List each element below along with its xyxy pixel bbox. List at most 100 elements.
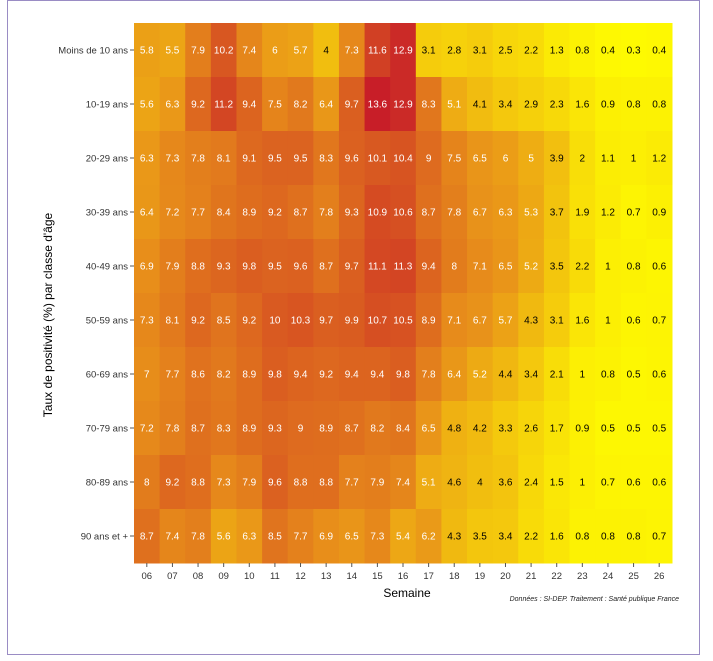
heatmap-cell <box>210 131 237 186</box>
heatmap-cell <box>236 239 263 294</box>
cell-value-label: 7.9 <box>370 478 384 489</box>
heatmap-cell <box>595 455 622 510</box>
heatmap-cell <box>210 347 237 402</box>
cell-value-label: 8.3 <box>217 424 231 435</box>
cell-value-label: 8.9 <box>242 424 256 435</box>
heatmap-cell <box>364 293 391 348</box>
heatmap-cell <box>313 131 340 186</box>
cell-value-label: 3.4 <box>499 532 513 543</box>
cell-value-label: 7.3 <box>217 478 231 489</box>
heatmap-cell <box>441 455 468 510</box>
cell-value-label: 5.4 <box>396 532 410 543</box>
heatmap-cell <box>595 347 622 402</box>
heatmap-cell <box>620 77 647 132</box>
heatmap-cell <box>543 293 571 348</box>
heatmap-cell <box>467 131 494 186</box>
cell-value-label: 6.4 <box>447 370 461 381</box>
cell-value-label: 0.3 <box>627 46 641 57</box>
cell-value-label: 7.7 <box>191 208 205 219</box>
heatmap-cell <box>390 455 417 510</box>
x-tick-label: 08 <box>193 571 204 582</box>
cell-value-label: 8.2 <box>294 100 308 111</box>
heatmap-cell <box>185 185 212 240</box>
heatmap-cells <box>134 23 673 564</box>
heatmap-cell <box>492 347 519 402</box>
heatmap-cell <box>262 509 289 564</box>
heatmap-cell <box>595 239 622 294</box>
cell-value-label: 8.9 <box>319 424 333 435</box>
cell-value-label: 7.5 <box>268 100 282 111</box>
cell-value-label: 4.4 <box>499 370 513 381</box>
heatmap-cell <box>543 509 571 564</box>
heatmap-cell <box>159 293 186 348</box>
heatmap-cell <box>620 401 647 456</box>
heatmap-cell <box>569 347 596 402</box>
cell-value-label: 7.4 <box>396 478 410 489</box>
x-tick-label: 17 <box>423 571 434 582</box>
cell-value-label: 9.4 <box>422 262 436 273</box>
cell-value-label: 7.8 <box>165 424 179 435</box>
cell-value-label: 9.4 <box>370 370 384 381</box>
y-tick-label: 70-79 ans <box>86 424 129 435</box>
heatmap-cell <box>364 239 391 294</box>
y-tick-label: 80-89 ans <box>86 478 129 489</box>
cell-value-label: 8.2 <box>217 370 231 381</box>
heatmap-cell <box>185 23 212 78</box>
heatmap-cell <box>262 401 289 456</box>
heatmap-cell <box>287 293 314 348</box>
heatmap-cell <box>390 77 417 132</box>
heatmap-cell <box>441 131 468 186</box>
cell-value-label: 5.7 <box>499 316 513 327</box>
cell-value-label: 3.6 <box>499 478 513 489</box>
cell-value-label: 7.1 <box>447 316 461 327</box>
cell-value-label: 8.1 <box>217 154 231 165</box>
cell-value-label: 0.5 <box>627 424 641 435</box>
source-note: Données : SI-DEP. Traitement : Santé pub… <box>509 596 679 603</box>
x-tick-label: 15 <box>372 571 383 582</box>
heatmap-cell <box>595 131 622 186</box>
heatmap-cell <box>543 239 571 294</box>
heatmap-cell <box>646 23 673 78</box>
heatmap-cell <box>646 293 673 348</box>
cell-value-label: 8.3 <box>319 154 333 165</box>
heatmap-cell <box>364 131 391 186</box>
heatmap-cell <box>543 131 571 186</box>
cell-value-label: 8.5 <box>268 532 282 543</box>
cell-value-label: 7 <box>144 370 150 381</box>
cell-value-label: 9 <box>426 154 432 165</box>
cell-value-label: 4.2 <box>473 424 487 435</box>
cell-value-label: 13.6 <box>368 100 388 111</box>
cell-value-label: 7.8 <box>191 154 205 165</box>
heatmap-cell <box>313 77 340 132</box>
heatmap-cell <box>134 401 161 456</box>
cell-value-label: 9.6 <box>294 262 308 273</box>
cell-value-label: 9.4 <box>242 100 256 111</box>
cell-value-label: 8.3 <box>422 100 436 111</box>
heatmap-cell <box>236 23 263 78</box>
cell-value-label: 9.6 <box>268 478 282 489</box>
cell-value-label: 2.2 <box>524 46 538 57</box>
heatmap-cell <box>338 455 366 510</box>
heatmap-cell <box>518 293 545 348</box>
cell-value-label: 6.5 <box>499 262 513 273</box>
heatmap-cell <box>364 347 391 402</box>
heatmap-cell <box>236 131 263 186</box>
cell-value-label: 3.5 <box>550 262 564 273</box>
heatmap-cell <box>518 77 545 132</box>
cell-value-label: 10.7 <box>368 316 388 327</box>
heatmap-cell <box>492 401 519 456</box>
cell-value-label: 2.3 <box>550 100 564 111</box>
y-tick-label: 60-69 ans <box>86 370 129 381</box>
heatmap-cell <box>287 185 314 240</box>
heatmap-cell <box>134 131 161 186</box>
heatmap-cell <box>338 131 366 186</box>
heatmap-cell <box>338 401 366 456</box>
x-tick-label: 06 <box>142 571 153 582</box>
cell-value-label: 9.7 <box>345 262 359 273</box>
heatmap-cell <box>543 77 571 132</box>
cell-value-label: 4.6 <box>447 478 461 489</box>
cell-value-label: 3.4 <box>524 370 538 381</box>
heatmap-cell <box>415 185 442 240</box>
cell-value-label: 8.9 <box>242 208 256 219</box>
cell-value-label: 5.1 <box>447 100 461 111</box>
